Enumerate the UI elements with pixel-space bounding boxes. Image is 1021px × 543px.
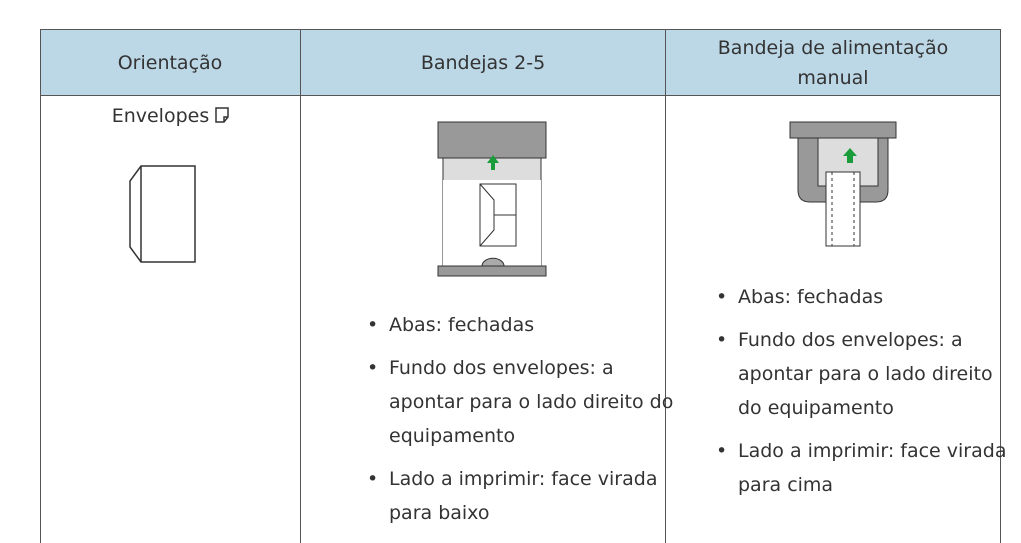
orientation-icon [215, 107, 230, 123]
instruction: Abas: fechadas [367, 308, 679, 342]
orientation-label: Envelopes [111, 105, 210, 127]
table-top-border [40, 29, 1001, 30]
orientation-cell: Envelopes [40, 105, 301, 127]
instruction: Lado a imprimir: face virada para baixo [367, 462, 679, 530]
column-border [40, 30, 41, 543]
envelope-icon [129, 165, 196, 263]
tray-instructions: Abas: fechadas Fundo dos envelopes: a ap… [363, 308, 679, 539]
header-cell: Bandejas 2-5 [301, 30, 666, 95]
header-cell: Orientação [40, 30, 301, 95]
instruction: Fundo dos envelopes: a apontar para o la… [367, 351, 679, 453]
column-border [665, 30, 666, 543]
bypass-tray-illustration [789, 121, 897, 247]
instruction: Abas: fechadas [716, 280, 1008, 314]
header-cell: Bandeja de alimentação manual [666, 30, 1001, 95]
instruction: Fundo dos envelopes: a apontar para o la… [716, 323, 1008, 425]
tray-illustration [437, 121, 547, 277]
bypass-instructions: Abas: fechadas Fundo dos envelopes: a ap… [712, 280, 1008, 511]
instruction: Lado a imprimir: face virada para cima [716, 434, 1008, 502]
column-border [300, 30, 301, 543]
header-border [40, 95, 1001, 96]
